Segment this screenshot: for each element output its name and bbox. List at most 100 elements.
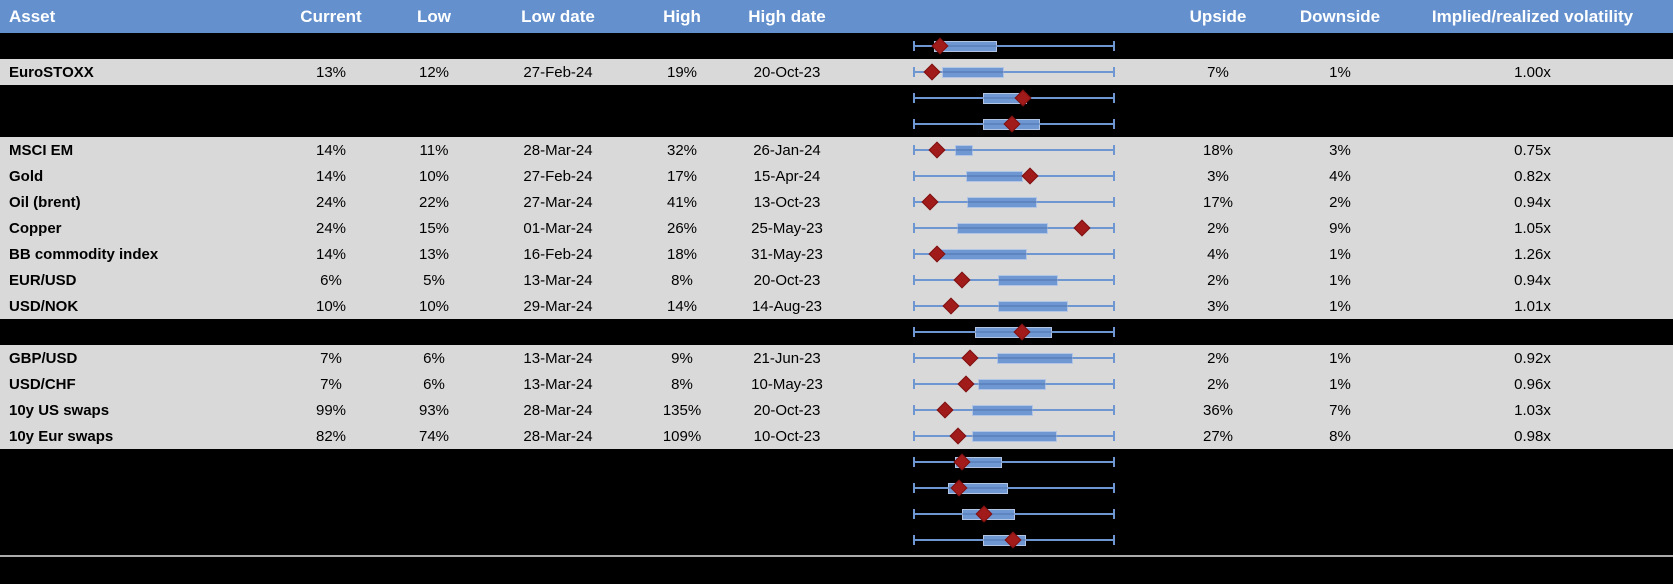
cell-low: 12% [418, 63, 450, 81]
chart-only-row [0, 527, 1673, 553]
boxplot-cell [832, 397, 1148, 423]
whisker-cap-right [1113, 249, 1115, 259]
whisker-cap-left [913, 145, 915, 155]
boxplot-cell [832, 423, 1148, 449]
iqr-box [996, 353, 1074, 364]
boxplot [913, 111, 1115, 137]
boxplot [913, 241, 1115, 267]
cell-upside: 36% [1202, 401, 1234, 419]
cell-asset: Oil (brent) [9, 193, 81, 211]
cell-asset: Gold [9, 167, 44, 185]
iqr-box [977, 379, 1046, 390]
box-midline [965, 175, 1024, 177]
whisker-cap-right [1113, 353, 1115, 363]
cell-low-date: 27-Mar-24 [523, 193, 593, 211]
cell-current: 7% [320, 375, 342, 393]
boxplot [913, 85, 1115, 111]
header-upside: Upside [1189, 7, 1247, 26]
box-midline [983, 97, 1027, 99]
box-midline [996, 357, 1074, 359]
cell-downside: 7% [1329, 401, 1351, 419]
cell-upside: 17% [1202, 193, 1234, 211]
cell-high: 18% [666, 245, 698, 263]
cell-low: 93% [418, 401, 450, 419]
cell-current: 10% [315, 297, 347, 315]
boxplot [913, 423, 1115, 449]
whisker-line [913, 149, 1115, 151]
cell-current: 7% [320, 349, 342, 367]
boxplot-cell [832, 33, 1148, 59]
whisker-cap-right [1113, 327, 1115, 337]
whisker-cap-left [913, 509, 915, 519]
whisker-cap-right [1113, 431, 1115, 441]
box-midline [971, 409, 1033, 411]
boxplot [913, 215, 1115, 241]
box-midline [977, 383, 1046, 385]
whisker-cap-right [1113, 197, 1115, 207]
cell-implied-realized: 1.00x [1514, 63, 1551, 81]
cell-high: 19% [666, 63, 698, 81]
cell-high: 14% [666, 297, 698, 315]
cell-high-date: 26-Jan-24 [753, 141, 821, 159]
whisker-cap-right [1113, 145, 1115, 155]
iqr-box [957, 223, 1049, 234]
cell-upside: 27% [1202, 427, 1234, 445]
table-row: Gold 14% 10% 27-Feb-24 17% 15-Apr-24 3% 4% 0.82x [0, 163, 1673, 189]
chart-only-row [0, 449, 1673, 475]
current-marker-diamond [1073, 219, 1091, 237]
cell-high-date: 25-May-23 [751, 219, 823, 237]
boxplot-cell [832, 527, 1148, 553]
whisker-cap-right [1113, 483, 1115, 493]
cell-low: 10% [418, 297, 450, 315]
cell-upside: 2% [1207, 375, 1229, 393]
current-marker-diamond [1021, 167, 1039, 185]
cell-asset: BB commodity index [9, 245, 159, 263]
chart-only-row [0, 475, 1673, 501]
cell-asset: GBP/USD [9, 349, 78, 367]
table-row: USD/CHF 7% 6% 13-Mar-24 8% 10-May-23 2% 1% 0.96x [0, 371, 1673, 397]
box-midline [966, 201, 1037, 203]
whisker-cap-left [913, 249, 915, 259]
boxplot [913, 267, 1115, 293]
chart-only-row [0, 111, 1673, 137]
cell-current: 14% [315, 167, 347, 185]
boxplot [913, 33, 1115, 59]
cell-current: 24% [315, 219, 347, 237]
whisker-cap-left [913, 405, 915, 415]
cell-low: 10% [418, 167, 450, 185]
whisker-cap-left [913, 171, 915, 181]
cell-asset: MSCI EM [9, 141, 74, 159]
box-midline [998, 279, 1059, 281]
cell-low: 11% [419, 141, 449, 159]
boxplot-cell [832, 501, 1148, 527]
chart-only-row [0, 319, 1673, 345]
cell-high: 32% [666, 141, 698, 159]
current-marker-diamond [957, 375, 975, 393]
whisker-cap-left [913, 535, 915, 545]
boxplot-cell [832, 215, 1148, 241]
divider-gap [0, 553, 1673, 555]
footer-bar [0, 557, 1673, 584]
whisker-cap-right [1113, 509, 1115, 519]
whisker-cap-right [1113, 535, 1115, 545]
header-high-date: High date [748, 7, 826, 26]
cell-implied-realized: 0.96x [1514, 375, 1551, 393]
cell-implied-realized: 0.98x [1514, 427, 1551, 445]
boxplot-cell [832, 163, 1148, 189]
cell-low-date: 13-Mar-24 [523, 375, 593, 393]
cell-asset: 10y Eur swaps [9, 427, 114, 445]
cell-asset: USD/NOK [9, 297, 79, 315]
cell-low: 15% [418, 219, 450, 237]
cell-downside: 9% [1329, 219, 1351, 237]
header-downside: Downside [1299, 7, 1381, 26]
cell-upside: 2% [1207, 219, 1229, 237]
current-marker-diamond [953, 271, 971, 289]
iqr-box [955, 145, 973, 156]
box-midline [955, 461, 1002, 463]
cell-low: 13% [418, 245, 450, 263]
boxplot-cell [832, 241, 1148, 267]
box-midline [982, 539, 1026, 541]
cell-high: 8% [671, 271, 693, 289]
cell-current: 6% [320, 271, 342, 289]
